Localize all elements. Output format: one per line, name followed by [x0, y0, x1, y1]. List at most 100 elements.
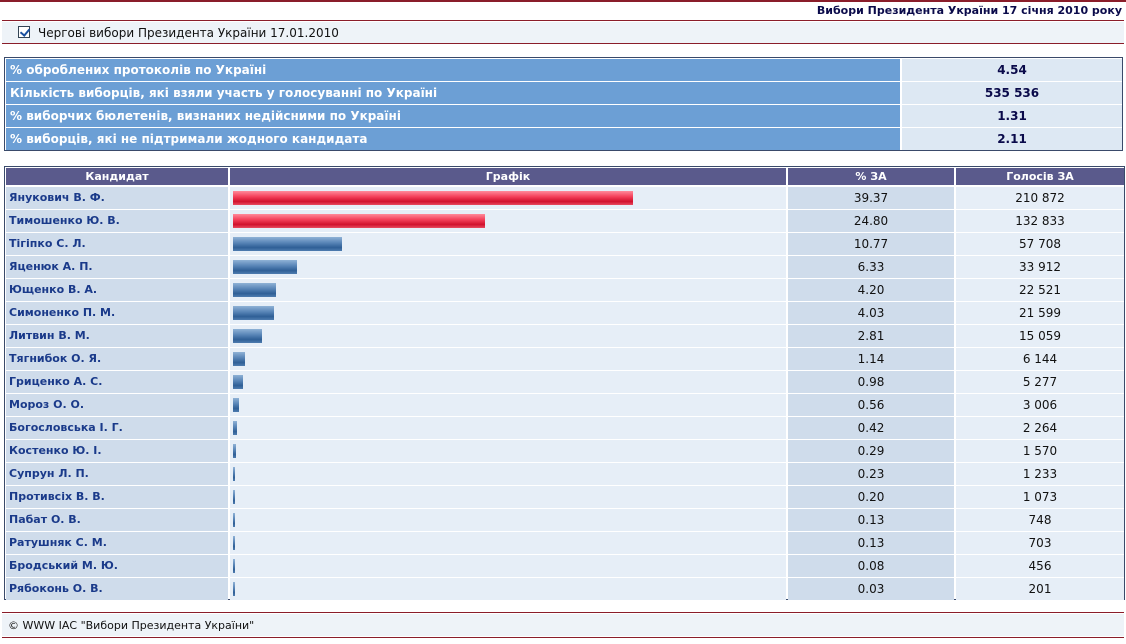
bar: [233, 375, 243, 389]
table-row: Костенко Ю. І. 0.29 1 570: [5, 440, 1124, 462]
summary-value: 2.11: [902, 128, 1122, 150]
table-row: Тягнибок О. Я. 1.14 6 144: [5, 348, 1124, 370]
summary-label: % виборців, які не підтримали жодного ка…: [6, 128, 900, 150]
bar: [233, 260, 297, 274]
bar: [233, 237, 342, 251]
bar: [233, 306, 274, 320]
votes-value: 21 599: [956, 302, 1124, 324]
candidate-name[interactable]: Яценюк А. П.: [6, 256, 228, 278]
table-row: Пабат О. В. 0.13 748: [5, 509, 1124, 531]
graph-cell: [230, 233, 786, 255]
bar: [233, 536, 235, 550]
summary-label: % виборчих бюлетенів, визнаних недійсним…: [6, 105, 900, 127]
summary-label: Кількість виборців, які взяли участь у г…: [6, 82, 900, 104]
table-row: Тимошенко Ю. В. 24.80 132 833: [5, 210, 1124, 232]
candidate-name[interactable]: Тягнибок О. Я.: [6, 348, 228, 370]
bar: [233, 352, 245, 366]
graph-cell: [230, 210, 786, 232]
votes-value: 3 006: [956, 394, 1124, 416]
candidate-name[interactable]: Рябоконь О. В.: [6, 578, 228, 600]
table-row: Ратушняк С. М. 0.13 703: [5, 532, 1124, 554]
percent-value: 24.80: [788, 210, 954, 232]
percent-value: 0.20: [788, 486, 954, 508]
votes-value: 748: [956, 509, 1124, 531]
bar: [233, 467, 235, 481]
bar: [233, 559, 235, 573]
candidate-name[interactable]: Симоненко П. М.: [6, 302, 228, 324]
bar: [233, 582, 235, 596]
candidate-name[interactable]: Мороз О. О.: [6, 394, 228, 416]
table-row: Янукович В. Ф. 39.37 210 872: [5, 187, 1124, 209]
votes-value: 2 264: [956, 417, 1124, 439]
top-border: [0, 0, 1126, 2]
page-title: Вибори Президента України 17 січня 2010 …: [816, 4, 1122, 17]
table-row: Литвин В. М. 2.81 15 059: [5, 325, 1124, 347]
votes-value: 201: [956, 578, 1124, 600]
bar: [233, 214, 485, 228]
candidate-name[interactable]: Супрун Л. П.: [6, 463, 228, 485]
summary-value: 535 536: [902, 82, 1122, 104]
summary-value: 1.31: [902, 105, 1122, 127]
bar: [233, 191, 633, 205]
candidate-name[interactable]: Ратушняк С. М.: [6, 532, 228, 554]
percent-value: 4.03: [788, 302, 954, 324]
divider: [2, 43, 1124, 44]
summary-value: 4.54: [902, 59, 1122, 81]
votes-value: 1 073: [956, 486, 1124, 508]
candidate-name[interactable]: Гриценко А. С.: [6, 371, 228, 393]
graph-cell: [230, 348, 786, 370]
candidate-name[interactable]: Ющенко В. А.: [6, 279, 228, 301]
table-row: Богословська І. Г. 0.42 2 264: [5, 417, 1124, 439]
graph-cell: [230, 578, 786, 600]
candidate-name[interactable]: Литвин В. М.: [6, 325, 228, 347]
percent-value: 2.81: [788, 325, 954, 347]
percent-value: 0.42: [788, 417, 954, 439]
candidate-name[interactable]: Пабат О. В.: [6, 509, 228, 531]
votes-value: 210 872: [956, 187, 1124, 209]
candidate-name[interactable]: Тимошенко Ю. В.: [6, 210, 228, 232]
bar: [233, 329, 262, 343]
percent-value: 6.33: [788, 256, 954, 278]
votes-value: 33 912: [956, 256, 1124, 278]
candidate-name[interactable]: Янукович В. Ф.: [6, 187, 228, 209]
votes-value: 703: [956, 532, 1124, 554]
header-votes: Голосів ЗА: [956, 168, 1124, 185]
percent-value: 0.08: [788, 555, 954, 577]
header-percent: % ЗА: [788, 168, 954, 185]
graph-cell: [230, 394, 786, 416]
summary-label: % оброблених протоколів по Україні: [6, 59, 900, 81]
graph-cell: [230, 302, 786, 324]
percent-value: 0.56: [788, 394, 954, 416]
candidate-name[interactable]: Костенко Ю. І.: [6, 440, 228, 462]
footer-text: © WWW ІАС "Вибори Президента України": [8, 619, 255, 632]
results-table: Кандидат Графік % ЗА Голосів ЗА Янукович…: [4, 166, 1125, 600]
votes-value: 1 233: [956, 463, 1124, 485]
election-checkbox[interactable]: [18, 26, 30, 38]
divider: [2, 637, 1124, 638]
percent-value: 0.29: [788, 440, 954, 462]
election-label[interactable]: Чергові вибори Президента України 17.01.…: [38, 26, 339, 40]
divider: [2, 612, 1124, 613]
summary-row: Кількість виборців, які взяли участь у г…: [6, 82, 1122, 104]
candidate-name[interactable]: Бродський М. Ю.: [6, 555, 228, 577]
votes-value: 132 833: [956, 210, 1124, 232]
summary-table: % оброблених протоколів по Україні 4.54 …: [4, 57, 1123, 151]
votes-value: 1 570: [956, 440, 1124, 462]
divider: [2, 20, 1124, 21]
percent-value: 0.13: [788, 509, 954, 531]
percent-value: 10.77: [788, 233, 954, 255]
bar: [233, 283, 276, 297]
bar: [233, 398, 239, 412]
candidate-name[interactable]: Противсіх В. В.: [6, 486, 228, 508]
graph-cell: [230, 256, 786, 278]
header-graph: Графік: [230, 168, 786, 185]
bar: [233, 513, 235, 527]
footer: [2, 614, 1124, 636]
percent-value: 0.23: [788, 463, 954, 485]
votes-value: 22 521: [956, 279, 1124, 301]
graph-cell: [230, 325, 786, 347]
table-row: Противсіх В. В. 0.20 1 073: [5, 486, 1124, 508]
votes-value: 15 059: [956, 325, 1124, 347]
candidate-name[interactable]: Богословська І. Г.: [6, 417, 228, 439]
candidate-name[interactable]: Тігіпко С. Л.: [6, 233, 228, 255]
